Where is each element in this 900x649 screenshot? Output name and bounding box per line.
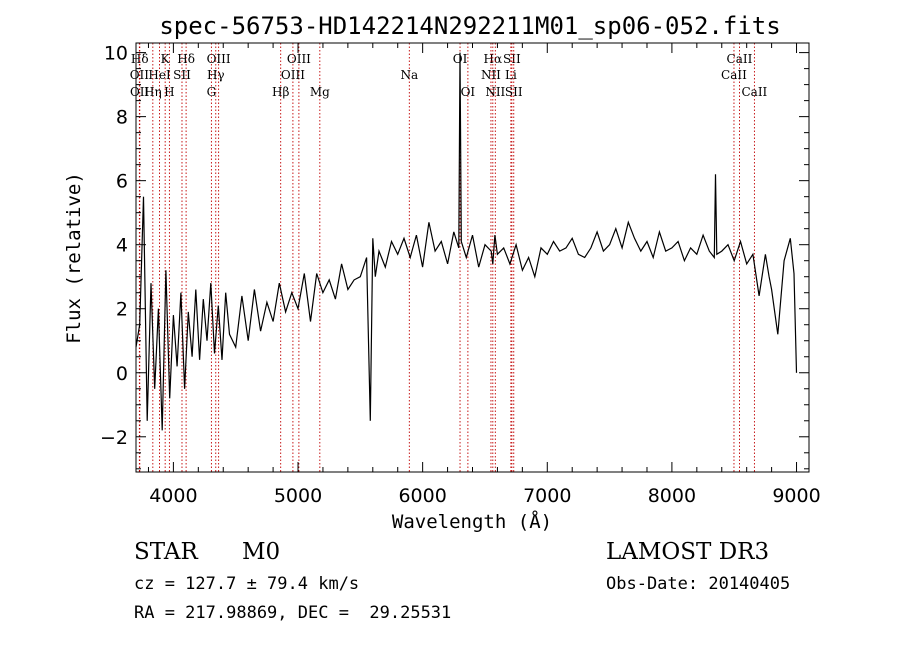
spectral-line-label: Na	[400, 68, 418, 82]
y-tick-label: 6	[116, 171, 128, 193]
plot-frame	[135, 42, 810, 473]
y-tick-label: 8	[116, 107, 128, 129]
x-tick-label: 5000	[274, 485, 322, 507]
x-tick-label: 6000	[398, 485, 446, 507]
spectral-line-label: OIII	[207, 52, 231, 66]
object-class: STAR	[134, 539, 198, 565]
survey-name: LAMOST DR3	[606, 539, 770, 565]
y-tick-label: 0	[116, 363, 128, 385]
y-tick-label: 4	[116, 235, 128, 257]
spectral-line-label: Hδ	[131, 52, 149, 66]
spectral-line-label: SII	[503, 52, 521, 66]
spectral-line-label: OIII	[281, 68, 305, 82]
spectral-line-label: SII	[173, 68, 191, 82]
x-axis-label: Wavelength (Å)	[392, 510, 552, 533]
spectral-line-label: Hη	[144, 85, 162, 99]
spectral-line-label: Hα	[484, 52, 503, 66]
spectral-line-label: OI	[461, 85, 476, 99]
y-axis-label: Flux (relative)	[63, 172, 85, 344]
spectral-line-label: NII	[485, 85, 505, 99]
spectral-line-label: SII	[505, 85, 523, 99]
spectral-line-label: HeI	[148, 68, 171, 82]
spectral-line-label: CaII	[741, 85, 767, 99]
spectral-line-label: CaII	[727, 52, 753, 66]
spectrum-line	[135, 52, 798, 431]
spectral-line-label: Li	[505, 68, 517, 82]
spectral-line-label: OII	[130, 85, 150, 99]
x-axis: 4000 5000 6000 7000 8000 9000	[147, 43, 821, 507]
x-tick-label: 7000	[523, 485, 571, 507]
spectral-line-label: NII	[481, 68, 501, 82]
x-tick-label: 4000	[149, 485, 197, 507]
spectral-line-label: Hδ	[177, 52, 195, 66]
chart-title: spec-56753-HD142214N292211M01_sp06-052.f…	[159, 12, 780, 40]
spectral-line-label: CaII	[721, 68, 747, 82]
y-tick-label: 2	[116, 299, 128, 321]
y-tick-label: 10	[104, 43, 128, 65]
spectral-line-label: Hβ	[272, 85, 289, 99]
y-tick-label: −2	[100, 427, 128, 449]
x-tick-label: 8000	[648, 485, 696, 507]
coordinates-readout: RA = 217.98869, DEC = 29.25531	[134, 603, 452, 623]
spectral-line-label: H	[164, 85, 174, 99]
spectral-line-label: Mg	[310, 85, 330, 99]
y-axis: −2 0 2 4 6 8 10	[100, 43, 809, 470]
object-subclass: M0	[242, 539, 281, 565]
spectral-line-label: G	[207, 85, 217, 99]
redshift-readout: cz = 127.7 ± 79.4 km/s	[134, 574, 360, 594]
spectral-line-label: K	[161, 52, 171, 66]
spectral-line-label: Hγ	[207, 68, 225, 82]
x-tick-label: 9000	[772, 485, 820, 507]
spectral-line-label: OIII	[287, 52, 311, 66]
observation-date: Obs-Date: 20140405	[606, 574, 791, 594]
spectrum-series	[135, 52, 798, 431]
